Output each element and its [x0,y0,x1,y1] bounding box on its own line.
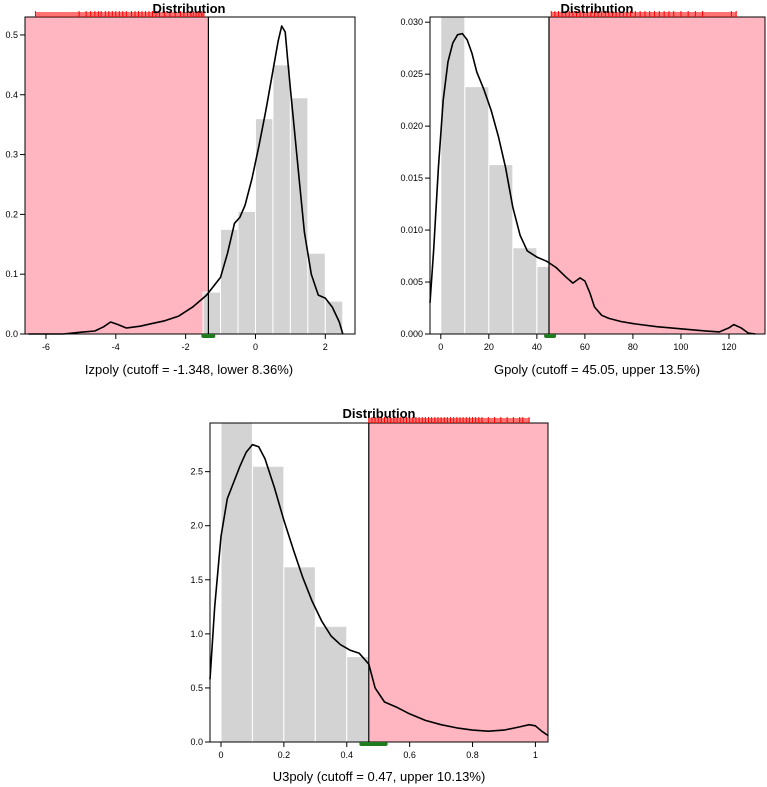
panel-gpoly: 0 20 40 60 80 100 120 0.000 0.005 0.010 0.015 0.020… [400,1,766,377]
x-tick-label: 0.4 [341,750,354,760]
panel-u3poly: 0 0.2 0.4 0.6 0.8 1 0.0 0.5 1.0 1.5 2.0 2.5 Distrib… [190,406,549,784]
histogram-bar [346,656,370,743]
x-tick-label: 0 [253,342,258,352]
y-tick-label: 0.010 [400,225,423,235]
y-tick-label: 0.020 [400,121,423,131]
shaded-region [25,17,209,334]
histogram-bar [536,265,550,335]
x-tick-label: 0 [438,342,443,352]
shaded-region [368,423,548,742]
chart-title: Distribution [153,1,226,16]
x-axis-label: U3poly (cutoff = 0.47, upper 10.13%) [273,769,486,784]
histogram-bar [512,247,538,335]
x-tick-label: 0.8 [466,750,479,760]
x-tick-label: 1 [533,750,538,760]
rug-band [551,12,737,17]
histogram-bar [464,86,490,335]
chart-title: Distribution [343,406,416,421]
cutoff-marker [201,334,216,338]
x-tick-label: -6 [42,342,50,352]
x-tick-label: -2 [182,342,190,352]
y-tick-label: 2.0 [190,521,203,531]
histogram-bar [237,210,256,335]
y-tick-label: 0.3 [5,150,18,160]
x-tick-label: 120 [721,342,736,352]
cutoff-marker [544,334,557,338]
x-tick-label: 0.6 [403,750,416,760]
histogram-bar [202,291,222,335]
histogram-bar [488,164,514,335]
cutoff-marker [359,742,388,746]
x-tick-label: 0 [218,750,223,760]
density-curve [28,25,344,335]
histogram-bar [220,422,253,743]
panel-izpoly: -6 -4 -2 0 20.00.10.20.30.40.5 Distribution … [5,1,356,377]
histogram-bar [283,566,316,743]
y-tick-label: 0.015 [400,173,423,183]
rug-band [35,12,205,17]
y-tick-label: 1.5 [190,575,203,585]
y-tick-label: 0.5 [190,683,203,693]
y-tick-label: 0.4 [5,90,18,100]
x-tick-label: 20 [484,342,494,352]
y-tick-label: 0.025 [400,69,423,79]
rug-band [368,418,530,423]
y-tick-label: 0.0 [5,329,18,339]
histogram-bar [272,64,291,335]
x-tick-label: 40 [532,342,542,352]
plot-area: -6 -4 -2 0 2 0.0 0.1 0.2 0.3 0.4 0.5 [5,11,356,352]
y-tick-label: 0.000 [400,329,423,339]
plot-area: 0 0.2 0.4 0.6 0.8 1 0.0 0.5 1.0 1.5 2.0 2.5 [190,417,549,760]
density-curve [429,32,756,335]
histogram-bar [289,97,309,335]
y-tick-label: 2.5 [190,467,203,477]
y-tick-label: 0.030 [400,17,423,27]
x-tick-label: -4 [112,342,120,352]
y-tick-label: 1.0 [190,629,203,639]
x-tick-label: 60 [580,342,590,352]
y-tick-label: 0.005 [400,277,423,287]
x-tick-label: 2 [323,342,328,352]
x-tick-label: 100 [673,342,688,352]
y-tick-label: 0.0 [190,737,203,747]
y-tick-label: 0.5 [5,30,18,40]
histogram-bar [251,465,285,743]
x-axis-label: Gpoly (cutoff = 45.05, upper 13.5%) [494,362,700,377]
shaded-region [548,17,765,334]
x-tick-label: 0.2 [278,750,291,760]
density-curve [209,443,549,737]
plot-area: 0 20 40 60 80 100 120 0.000 0.005 0.010 0.015 0.020… [400,11,766,352]
histogram-bar [440,16,466,335]
x-axis-label: Izpoly (cutoff = -1.348, lower 8.36%) [85,362,293,377]
histogram-bar [324,300,344,335]
chart-title: Distribution [561,1,634,16]
histogram-bar [314,625,348,743]
y-tick-label: 0.1 [5,269,18,279]
x-tick-label: 80 [628,342,638,352]
y-tick-label: 0.2 [5,209,18,219]
